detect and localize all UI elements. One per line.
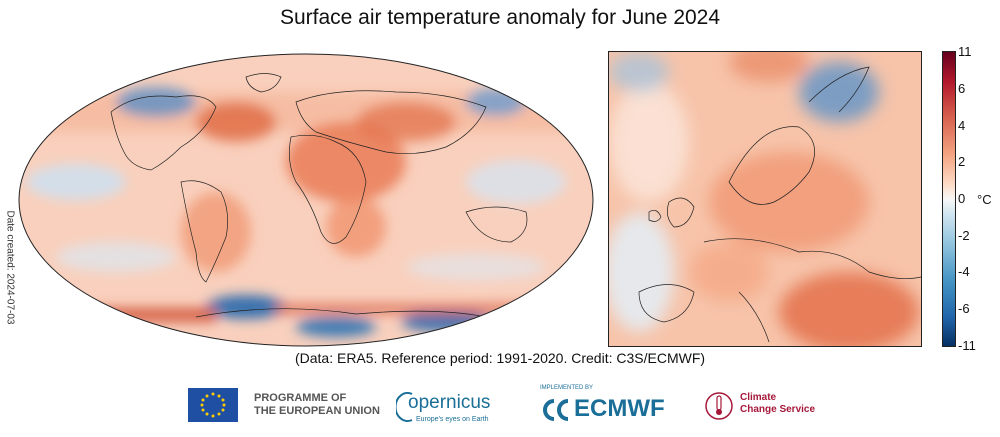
ecmwf-implemented-by: IMPLEMENTED BY [540,385,594,391]
c3s-line-1: Climate [740,392,777,403]
eu-programme-label: PROGRAMME OF THE EUROPEAN UNION [254,392,380,436]
colorbar-tick-0: 0 [958,191,966,206]
europe-anomaly-map [608,51,922,347]
c3s-label: Climate Change Service [740,392,815,416]
ecmwf-name: ECMWF [574,395,665,422]
colorbar-unit: °C [977,192,992,207]
colorbar-tick-neg6: -6 [958,301,970,316]
eu-line-2: THE EUROPEAN UNION [254,405,380,417]
global-anomaly-map [18,53,594,347]
colorbar-tick-6: 6 [958,81,966,96]
copernicus-name: opernicus [408,392,491,413]
ecmwf-wave-icon [543,399,569,421]
colorbar-tick-11: 11 [958,44,972,59]
map-title: Surface air temperature anomaly for June… [279,6,721,29]
c3s-logo: Climate Change Service [704,388,834,426]
colorbar-tick-neg2: -2 [958,228,970,243]
copernicus-tagline: Europe's eyes on Earth [416,416,489,423]
date-created-label: Date created: 2024-07-03 [4,210,16,325]
c3s-line-2: Change Service [740,404,816,415]
ecmwf-logo: IMPLEMENTED BY ECMWF [540,385,685,425]
copernicus-arc-icon [396,392,413,422]
colorbar-tick-neg11: -11 [958,338,976,353]
colorbar-tick-4: 4 [958,118,966,133]
eu-flag-logo [188,388,238,422]
colorbar [942,51,956,347]
eu-line-1: PROGRAMME OF [254,392,347,404]
colorbar-tick-2: 2 [958,154,966,169]
data-credit: (Data: ERA5. Reference period: 1991-2020… [294,350,706,366]
c3s-thermometer-icon [705,392,733,420]
copernicus-logo: opernicus Europe's eyes on Earth [396,388,500,428]
colorbar-tick-neg4: -4 [958,264,970,279]
